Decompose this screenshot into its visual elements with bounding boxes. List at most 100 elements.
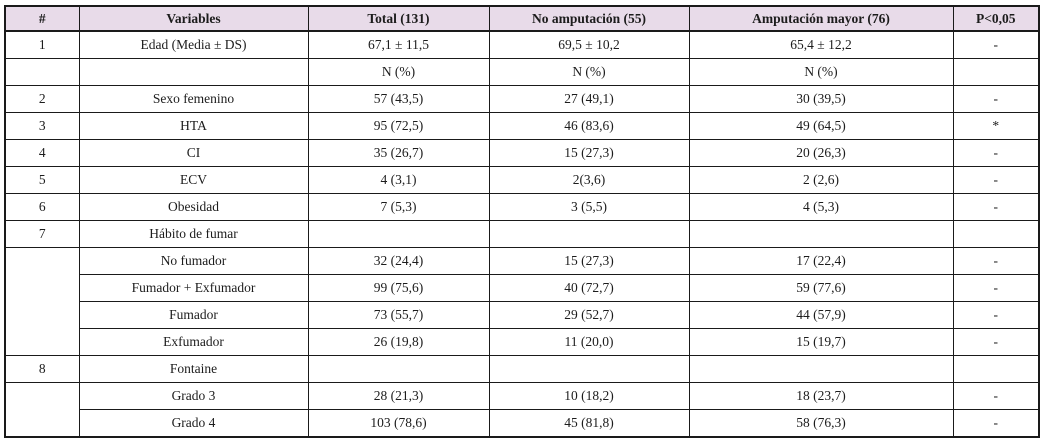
table-cell: Fumador bbox=[78, 301, 309, 329]
table-cell: - bbox=[952, 382, 1040, 410]
table-cell bbox=[78, 58, 309, 86]
table-cell: - bbox=[952, 247, 1040, 275]
table-cell: - bbox=[952, 30, 1040, 59]
table-cell: 15 (27,3) bbox=[488, 139, 690, 167]
table-row: Grado 4 103 (78,6) 45 (81,8) 58 (76,3) - bbox=[5, 409, 1040, 438]
table-cell bbox=[952, 58, 1040, 86]
table-cell: N (%) bbox=[488, 58, 690, 86]
table-cell: 27 (49,1) bbox=[488, 85, 690, 113]
table-cell: 44 (57,9) bbox=[688, 301, 954, 329]
table-cell: 32 (24,4) bbox=[307, 247, 490, 275]
table-cell: 7 bbox=[4, 220, 80, 248]
table-cell: * bbox=[952, 112, 1040, 140]
table-cell: 18 (23,7) bbox=[688, 382, 954, 410]
table-cell: 95 (72,5) bbox=[307, 112, 490, 140]
table-cell: No fumador bbox=[78, 247, 309, 275]
table-cell: Exfumador bbox=[78, 328, 309, 356]
table-cell bbox=[4, 58, 80, 86]
table-container: # Variables Total (131) No amputación (55) A… bbox=[4, 5, 1040, 438]
table-row: 6 Obesidad 7 (5,3) 3 (5,5) 4 (5,3) - bbox=[4, 193, 1040, 221]
table-row: Fumador + Exfumador 99 (75,6) 40 (72,7) 59 … bbox=[5, 274, 1040, 302]
results-table: # Variables Total (131) No amputación (55) A… bbox=[4, 5, 1040, 438]
table-row: Grado 3 28 (21,3) 10 (18,2) 18 (23,7) - bbox=[4, 382, 1040, 438]
table-cell: - bbox=[952, 193, 1040, 221]
table-cell: 103 (78,6) bbox=[307, 409, 490, 438]
table-cell: - bbox=[952, 166, 1040, 194]
table-cell: - bbox=[952, 85, 1040, 113]
table-body: 1 Edad (Media ± DS) 67,1 ± 11,5 69,5 ± 10,2… bbox=[4, 30, 1040, 438]
table-row: No fumador 32 (24,4) 15 (27,3) 17 (22,4) - bbox=[4, 247, 1040, 356]
table-cell: Fontaine bbox=[78, 355, 309, 383]
header-cell: P<0,05 bbox=[952, 5, 1040, 32]
table-cell: 4 bbox=[4, 139, 80, 167]
table-cell bbox=[4, 382, 80, 438]
table-cell: 26 (19,8) bbox=[307, 328, 490, 356]
table-cell: CI bbox=[78, 139, 309, 167]
header-cell: Variables bbox=[78, 5, 309, 32]
table-cell bbox=[488, 355, 690, 383]
table-cell: Sexo femenino bbox=[78, 85, 309, 113]
table-cell: 45 (81,8) bbox=[488, 409, 690, 438]
table-cell: 67,1 ± 11,5 bbox=[307, 30, 490, 59]
table-cell: 99 (75,6) bbox=[307, 274, 490, 302]
table-cell: 20 (26,3) bbox=[688, 139, 954, 167]
table-cell: - bbox=[952, 139, 1040, 167]
table-cell bbox=[952, 220, 1040, 248]
table-row: 4 CI 35 (26,7) 15 (27,3) 20 (26,3) - bbox=[4, 139, 1040, 167]
table-cell: 65,4 ± 12,2 bbox=[688, 30, 954, 59]
table-cell: ECV bbox=[78, 166, 309, 194]
table-cell: 1 bbox=[4, 30, 80, 59]
table-cell bbox=[307, 220, 490, 248]
table-cell: 2 bbox=[4, 85, 80, 113]
table-cell: 7 (5,3) bbox=[307, 193, 490, 221]
table-row: 7 Hábito de fumar bbox=[4, 220, 1040, 248]
table-cell: 11 (20,0) bbox=[488, 328, 690, 356]
table-cell: 6 bbox=[4, 193, 80, 221]
table-cell bbox=[4, 247, 80, 356]
table-cell bbox=[307, 355, 490, 383]
table-cell: 5 bbox=[4, 166, 80, 194]
table-row: Exfumador 26 (19,8) 11 (20,0) 15 (19,7) - bbox=[5, 328, 1040, 356]
table-cell: Edad (Media ± DS) bbox=[78, 30, 309, 59]
header-cell: # bbox=[4, 5, 80, 32]
table-cell: N (%) bbox=[688, 58, 954, 86]
table-cell: 2 (2,6) bbox=[688, 166, 954, 194]
table-cell: 17 (22,4) bbox=[688, 247, 954, 275]
table-cell: 73 (55,7) bbox=[307, 301, 490, 329]
table-cell: Obesidad bbox=[78, 193, 309, 221]
table-row: 8 Fontaine bbox=[4, 355, 1040, 383]
table-cell: 15 (27,3) bbox=[488, 247, 690, 275]
table-cell: 35 (26,7) bbox=[307, 139, 490, 167]
header-row: # Variables Total (131) No amputación (55) A… bbox=[4, 5, 1040, 32]
table-cell: 15 (19,7) bbox=[688, 328, 954, 356]
table-cell: 58 (76,3) bbox=[688, 409, 954, 438]
table-row: 5 ECV 4 (3,1) 2(3,6) 2 (2,6) - bbox=[4, 166, 1040, 194]
table-cell: 40 (72,7) bbox=[488, 274, 690, 302]
table-cell bbox=[688, 220, 954, 248]
table-cell: 10 (18,2) bbox=[488, 382, 690, 410]
table-cell bbox=[688, 355, 954, 383]
table-cell: 4 (5,3) bbox=[688, 193, 954, 221]
table-cell: 69,5 ± 10,2 bbox=[488, 30, 690, 59]
table-cell: Grado 4 bbox=[78, 409, 309, 438]
table-cell: 59 (77,6) bbox=[688, 274, 954, 302]
table-cell: 57 (43,5) bbox=[307, 85, 490, 113]
table-cell bbox=[488, 220, 690, 248]
table-cell: HTA bbox=[78, 112, 309, 140]
table-cell: 8 bbox=[4, 355, 80, 383]
table-cell: Hábito de fumar bbox=[78, 220, 309, 248]
header-cell: Total (131) bbox=[307, 5, 490, 32]
header-cell: No amputación (55) bbox=[488, 5, 690, 32]
table-cell: 3 bbox=[4, 112, 80, 140]
table-cell: Fumador + Exfumador bbox=[78, 274, 309, 302]
table-cell: - bbox=[952, 274, 1040, 302]
table-cell: - bbox=[952, 409, 1040, 438]
table-cell bbox=[952, 355, 1040, 383]
table-cell: 46 (83,6) bbox=[488, 112, 690, 140]
table-cell: 4 (3,1) bbox=[307, 166, 490, 194]
table-row: 1 Edad (Media ± DS) 67,1 ± 11,5 69,5 ± 10,2… bbox=[4, 30, 1040, 59]
table-row: 2 Sexo femenino 57 (43,5) 27 (49,1) 30 (39,5… bbox=[4, 85, 1040, 113]
header-cell: Amputación mayor (76) bbox=[688, 5, 954, 32]
table-row: 3 HTA 95 (72,5) 46 (83,6) 49 (64,5) * bbox=[4, 112, 1040, 140]
table-cell: 2(3,6) bbox=[488, 166, 690, 194]
